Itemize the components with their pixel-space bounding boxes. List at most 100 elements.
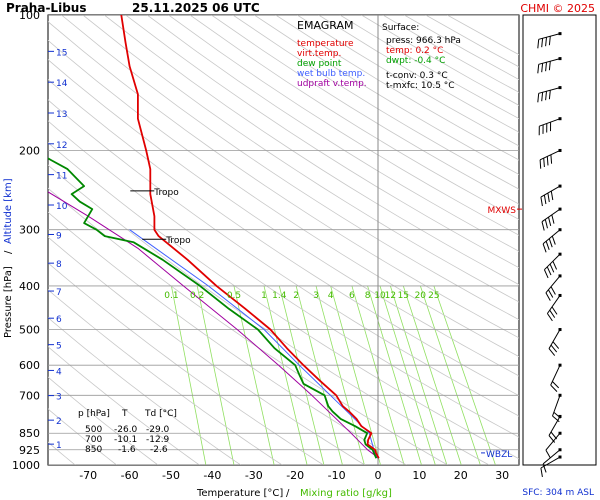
wind-barb-feather [543, 195, 547, 205]
surface-temp: temp: 0.2 °C [386, 46, 443, 56]
wind-barb [548, 328, 562, 356]
wind-barb-feather [548, 61, 551, 71]
wind-barb-station-dot [558, 228, 562, 232]
wind-barb-feather [546, 266, 552, 276]
table-cell: 500 [85, 425, 102, 435]
sounding-datetime: 25.11.2025 06 UTC [132, 1, 260, 15]
altitude-tick-label: 9 [56, 231, 62, 241]
wind-barb-feather [537, 93, 540, 103]
wind-barb-feather [542, 463, 547, 473]
y-axis-title-separator: / [3, 250, 14, 254]
table-cell: -29.0 [146, 425, 170, 435]
temperature-tick-label: -50 [162, 469, 180, 482]
copyright-label: CHMI © 2025 [520, 2, 595, 15]
dry-adiabat-line [168, 15, 519, 236]
wind-barb [546, 293, 562, 322]
surface-info-box: Surface: press: 966.3 hPa temp: 0.2 °C d… [382, 23, 461, 91]
wind-barb [541, 207, 562, 231]
chart-markers: Tropo Tropo MXWS WBZL [130, 188, 522, 460]
mixing-ratio-label: 1 [261, 291, 267, 301]
pressure-tick-label: 600 [19, 359, 40, 372]
wind-barb-station-dot [558, 455, 562, 459]
mixing-ratio-label: 0.1 [164, 291, 178, 301]
mixing-ratio-line [295, 285, 343, 465]
wind-barb [543, 252, 562, 279]
wind-barb-feather [551, 306, 558, 315]
mixing-ratio-label: 10 [374, 291, 386, 301]
altitude-tick-label: 11 [56, 172, 67, 182]
table-header-t: T [121, 409, 128, 419]
wind-barb-feather [553, 411, 562, 419]
wind-barb [537, 86, 562, 103]
wind-barb-feather [551, 235, 556, 245]
table-cell: -1.6 [118, 445, 136, 455]
wind-barb-feather [548, 435, 556, 443]
legend-box: EMAGRAM temperature virt.temp. dew point… [297, 19, 367, 89]
altitude-tick-label: 13 [56, 110, 67, 120]
level-table: p [hPa] T Td [°C] 500 -26.0 -29.0 700 -1… [78, 409, 177, 455]
wind-barb-station-dot [558, 184, 562, 188]
wind-barb-feather [548, 36, 551, 46]
temperature-line [120, 15, 380, 459]
wind-barb-feather [552, 381, 560, 389]
wind-barb [537, 57, 562, 74]
tropopause-label: Tropo [165, 236, 191, 246]
surface-tconv: t-conv: 0.3 °C [386, 71, 448, 81]
pressure-tick-label: 100 [19, 9, 40, 22]
pressure-tick-label: 400 [19, 280, 40, 293]
legend-item-wet-bulb: wet bulb temp. [297, 69, 365, 79]
pressure-tick-label: 850 [19, 427, 40, 440]
dry-adiabat-line [211, 15, 519, 205]
altitude-tick-label: 7 [56, 288, 62, 298]
wind-barb [552, 393, 562, 423]
mixing-ratio-line [278, 285, 325, 465]
altitude-tick-label: 12 [56, 141, 67, 151]
wbzl-label: WBZL [486, 450, 512, 460]
altitude-tick-label: 15 [56, 48, 67, 58]
wind-barb-feather [545, 37, 547, 47]
tropopause-label: Tropo [153, 188, 179, 198]
wind-barb-feather [550, 286, 556, 295]
mixing-ratio-label: 12 [385, 291, 396, 301]
wind-barb-feather [552, 260, 558, 270]
mixing-ratio-line [233, 285, 275, 465]
table-cell: 850 [85, 445, 102, 455]
mixing-ratio-line [263, 285, 308, 465]
wind-barb [537, 32, 562, 49]
table-cell: -2.6 [150, 445, 168, 455]
mixing-ratio-line [171, 285, 207, 465]
mixing-ratio-line [367, 285, 422, 465]
temperature-tick-label: -70 [79, 469, 97, 482]
pressure-tick-label: 300 [19, 224, 40, 237]
wind-barb-feather [537, 39, 540, 49]
mixing-ratio-line [196, 285, 235, 465]
wind-barb-feather [548, 238, 553, 248]
y-axis-title-altitude: Altitude [km] [3, 178, 14, 244]
wind-barb [545, 431, 562, 459]
legend-item-virt-temp: virt.temp. [297, 49, 341, 59]
surface-dwpt: dwpt: -0.4 °C [386, 56, 445, 66]
altitude-tick-label: 1 [56, 441, 62, 451]
wind-barb-station-dot [558, 328, 562, 332]
table-cell: -12.9 [146, 435, 170, 445]
temperature-tick-label: -40 [203, 469, 221, 482]
altitude-tick-label: 3 [56, 393, 62, 403]
mixing-ratio-label: 2 [293, 291, 299, 301]
wind-barb-feather [547, 193, 550, 203]
mixing-ratio-line [379, 285, 436, 465]
wind-barb-station-dot [558, 148, 562, 152]
dry-adiabat-line [125, 15, 519, 269]
wind-barb [550, 363, 562, 392]
wind-barb-feather [543, 158, 545, 168]
altitude-tick-label: 5 [56, 342, 62, 352]
wind-barb-station-dot [558, 86, 562, 90]
wind-barb-station-dot [558, 293, 562, 297]
wind-barb [538, 117, 562, 136]
dry-adiabat-line [61, 15, 519, 321]
wind-barb-feather [541, 92, 544, 102]
mixing-ratio-label: 20 [415, 291, 427, 301]
wind-barb-station-dot [558, 57, 562, 61]
mixing-ratio-label: 1.4 [272, 291, 287, 301]
mixing-ratio-line [433, 285, 496, 465]
wind-barb-feather [550, 191, 554, 201]
